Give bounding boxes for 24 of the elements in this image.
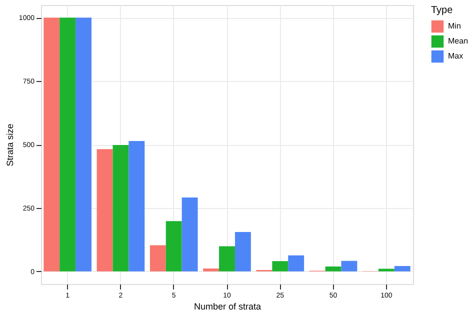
bar xyxy=(272,261,288,272)
bar xyxy=(341,260,358,272)
bar xyxy=(60,18,76,272)
bar xyxy=(166,221,182,272)
bar xyxy=(394,266,410,272)
bar xyxy=(219,246,235,272)
y-axis-title: Strata size xyxy=(4,124,15,166)
legend-label: Min xyxy=(448,22,461,30)
bar xyxy=(378,268,394,272)
x-axis-title: Number of strata xyxy=(194,302,262,312)
bar xyxy=(182,198,198,272)
bar xyxy=(128,140,145,272)
bar xyxy=(76,18,92,272)
bar xyxy=(325,266,342,272)
bar xyxy=(150,245,166,272)
bar xyxy=(234,232,251,272)
legend-label: Max xyxy=(448,52,464,60)
bar xyxy=(44,18,60,272)
legend-title: Type xyxy=(431,5,454,16)
bar xyxy=(112,145,129,272)
legend-label: Mean xyxy=(448,36,468,46)
bar xyxy=(288,255,304,272)
bar xyxy=(96,149,113,272)
bar xyxy=(203,268,220,272)
